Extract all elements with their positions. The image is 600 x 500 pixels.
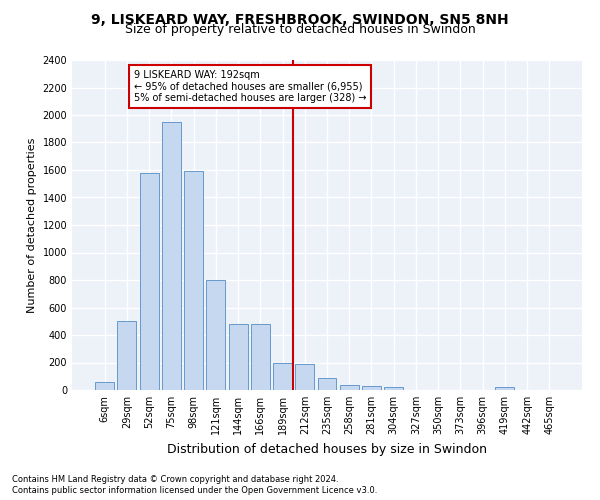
Bar	[496, 387, 514, 390]
Bar	[206, 280, 225, 390]
Bar	[140, 173, 158, 390]
Bar	[317, 378, 337, 390]
Text: Size of property relative to detached houses in Swindon: Size of property relative to detached ho…	[125, 22, 475, 36]
Bar	[362, 386, 381, 390]
Bar	[251, 324, 270, 390]
Bar	[229, 324, 248, 390]
Text: Contains HM Land Registry data © Crown copyright and database right 2024.: Contains HM Land Registry data © Crown c…	[12, 475, 338, 484]
Bar	[118, 322, 136, 390]
Text: 9, LISKEARD WAY, FRESHBROOK, SWINDON, SN5 8NH: 9, LISKEARD WAY, FRESHBROOK, SWINDON, SN…	[91, 12, 509, 26]
Text: Contains public sector information licensed under the Open Government Licence v3: Contains public sector information licen…	[12, 486, 377, 495]
Bar	[162, 122, 181, 390]
Y-axis label: Number of detached properties: Number of detached properties	[27, 138, 37, 312]
Bar	[273, 362, 292, 390]
Bar	[340, 385, 359, 390]
Bar	[384, 387, 403, 390]
Bar	[184, 172, 203, 390]
Text: 9 LISKEARD WAY: 192sqm
← 95% of detached houses are smaller (6,955)
5% of semi-d: 9 LISKEARD WAY: 192sqm ← 95% of detached…	[134, 70, 366, 103]
X-axis label: Distribution of detached houses by size in Swindon: Distribution of detached houses by size …	[167, 442, 487, 456]
Bar	[95, 382, 114, 390]
Bar	[295, 364, 314, 390]
